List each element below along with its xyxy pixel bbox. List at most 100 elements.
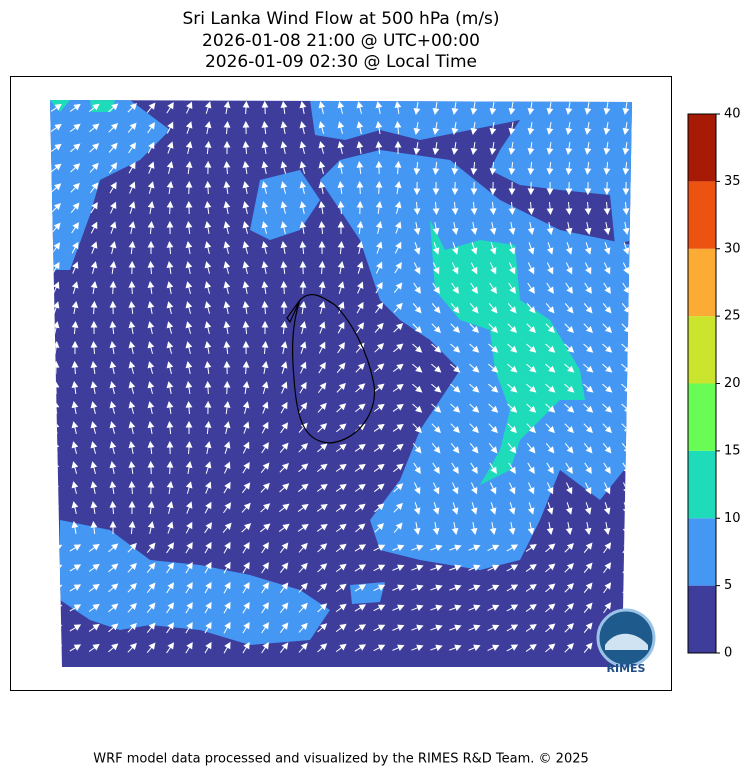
wind-arrow [90,281,98,294]
wind-arrow [564,622,574,633]
wind-arrow [166,240,174,255]
wind-arrow [88,603,100,612]
wind-arrow [526,423,536,434]
wind-arrow [280,401,288,414]
wind-arrow [52,521,60,534]
wind-arrow [413,462,421,474]
wind-arrow [468,624,481,631]
wind-arrow [261,181,269,194]
wind-arrow [185,160,193,175]
wind-arrow [242,140,250,155]
wind-arrow [583,343,594,353]
wind-arrow [449,544,462,552]
wind-arrow [375,121,383,134]
wind-arrow [261,261,269,274]
wind-arrow [413,201,421,216]
wind-arrow [602,383,613,393]
wind-arrow [337,321,345,334]
wind-arrow [393,502,403,513]
wind-arrow [413,222,421,235]
wind-arrow [223,321,231,334]
wind-arrow [335,443,347,453]
wind-arrow [449,604,462,612]
colorbar-tick-label: 10 [724,511,741,526]
wind-arrow [299,381,307,394]
wind-arrow [128,381,136,394]
wind-arrow [166,642,175,654]
wind-arrow [602,403,613,413]
wind-arrow [526,303,536,314]
wind-arrow [337,281,345,294]
wind-arrow [336,423,347,433]
wind-arrow [242,621,250,634]
wind-arrow [242,360,250,375]
wind-arrow [584,161,592,176]
wind-arrow [393,483,404,493]
wind-arrow [71,501,79,514]
wind-arrow [146,642,156,653]
wind-arrow [546,161,554,176]
wind-arrow [241,523,252,533]
wind-arrow [147,220,155,235]
wind-arrow [318,281,326,295]
wind-arrow [487,544,500,552]
wind-arrow [413,282,421,294]
wind-arrow [242,320,250,335]
wind-arrow [127,562,137,573]
wind-arrow [584,222,592,235]
wind-arrow [299,161,307,174]
wind-arrow [127,102,137,113]
wind-arrow [242,381,250,395]
wind-arrow [90,441,98,454]
wind-arrow [527,122,535,135]
wind-arrow [318,260,326,275]
wind-arrow [413,161,421,176]
wind-arrow [166,420,174,435]
wind-arrow [223,301,231,314]
wind-arrow [431,403,442,413]
wind-arrow [508,242,516,255]
wind-arrow [374,523,385,533]
wind-arrow [450,343,461,353]
wind-arrow [375,281,383,294]
wind-arrow [526,363,537,373]
wind-arrow [602,363,613,373]
wind-arrow [392,544,405,551]
wind-arrow [109,520,117,535]
wind-arrow [204,321,212,334]
wind-arrow [90,261,98,274]
wind-arrow [507,303,517,314]
wind-arrow [297,503,309,512]
wind-arrow [316,483,328,492]
wind-arrow [260,523,271,533]
wind-arrow [299,321,307,334]
wind-arrow [128,201,136,214]
wind-arrow [584,101,592,115]
wind-arrow [468,584,481,591]
wind-arrow [241,482,251,494]
wind-arrow [298,622,308,633]
wind-arrow [622,101,630,115]
wind-arrow [185,440,193,455]
wind-arrow [527,101,535,115]
wind-arrow [430,584,443,592]
wind-arrow [432,161,440,176]
wind-arrow [242,401,250,414]
wind-arrow [450,323,460,334]
wind-arrow [89,123,100,133]
wind-arrow [261,201,269,214]
colorbar-tick-label: 20 [724,376,741,391]
wind-arrow [603,482,611,495]
wind-arrow [413,101,421,115]
wind-arrow [508,502,516,515]
wind-arrow [69,123,81,133]
wind-arrow [317,623,328,633]
wind-arrow [584,181,592,196]
wind-arrow [146,542,156,553]
wind-arrow [356,261,364,274]
wind-arrow [338,301,345,314]
wind-arrow [50,644,63,652]
wind-arrow [469,403,480,413]
wind-arrow [546,482,554,495]
wind-arrow [146,602,156,613]
